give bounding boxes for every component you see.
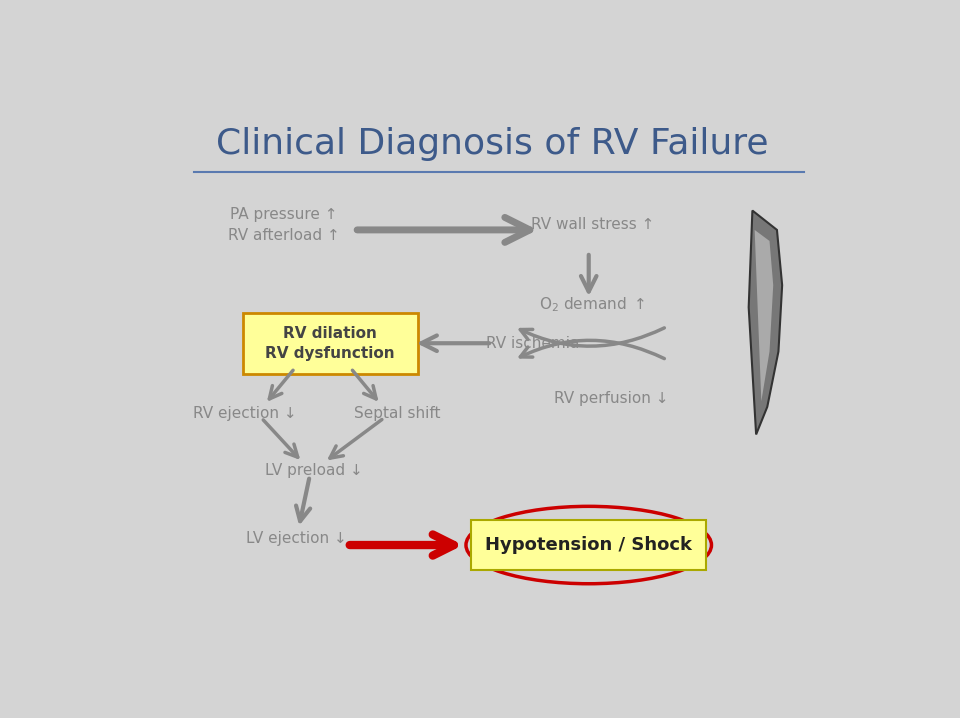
Text: O$_2$ demand $\uparrow$: O$_2$ demand $\uparrow$ [540, 295, 645, 314]
Text: PA pressure ↑
RV afterload ↑: PA pressure ↑ RV afterload ↑ [228, 208, 340, 243]
Text: RV perfusion ↓: RV perfusion ↓ [554, 391, 668, 406]
Text: Hypotension / Shock: Hypotension / Shock [485, 536, 692, 554]
Text: Clinical Diagnosis of RV Failure: Clinical Diagnosis of RV Failure [216, 127, 768, 162]
FancyArrowPatch shape [520, 328, 664, 346]
Text: Septal shift: Septal shift [354, 406, 441, 421]
Polygon shape [749, 210, 782, 434]
Text: RV dilation
RV dysfunction: RV dilation RV dysfunction [265, 326, 395, 360]
Text: LV preload ↓: LV preload ↓ [265, 463, 362, 478]
FancyBboxPatch shape [471, 520, 706, 570]
Text: RV ejection ↓: RV ejection ↓ [193, 406, 297, 421]
Polygon shape [755, 230, 773, 401]
FancyBboxPatch shape [243, 313, 418, 373]
Text: RV ischemia: RV ischemia [486, 336, 580, 350]
Text: LV ejection ↓: LV ejection ↓ [246, 531, 347, 546]
FancyArrowPatch shape [520, 340, 664, 358]
Text: RV wall stress ↑: RV wall stress ↑ [531, 217, 654, 232]
